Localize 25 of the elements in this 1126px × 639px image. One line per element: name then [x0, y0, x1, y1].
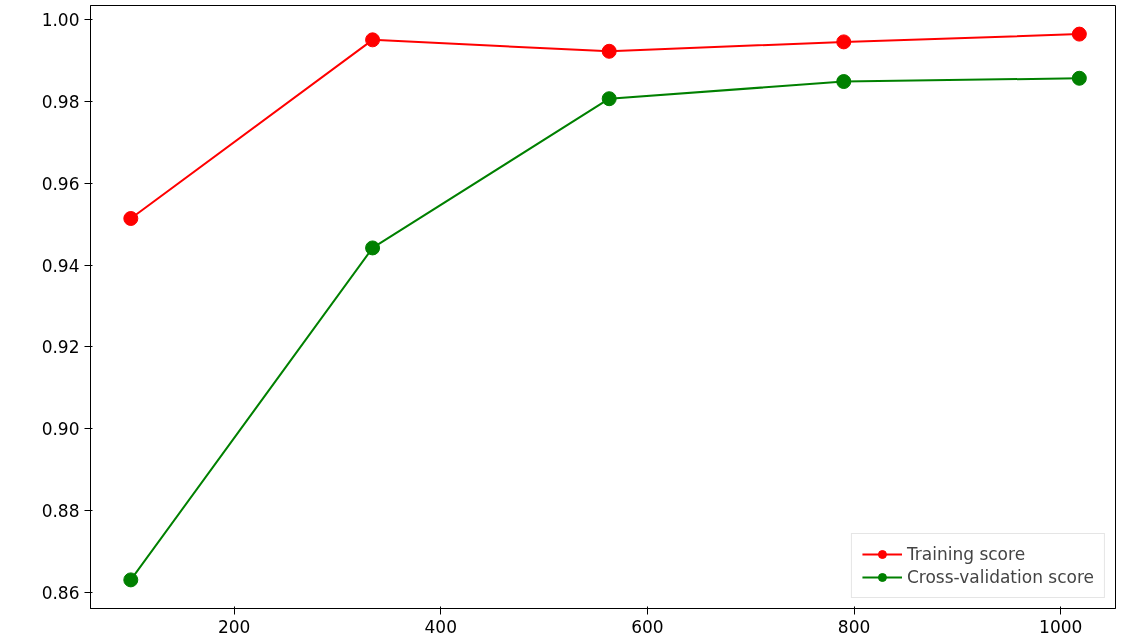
y-tick-label: 0.90	[41, 419, 80, 440]
point	[1071, 70, 1087, 86]
x-tick-label: 800	[837, 616, 871, 637]
point	[601, 91, 617, 107]
y-tick-label: 0.98	[41, 92, 80, 113]
point	[836, 74, 852, 90]
y-tick-label: 0.88	[41, 500, 80, 521]
x-tick-label: 1000	[1039, 616, 1083, 637]
x-tick-label: 200	[217, 616, 251, 637]
x-tick-label: 600	[631, 616, 664, 637]
legend-label: Training score	[906, 544, 1026, 564]
point	[123, 572, 139, 588]
point	[123, 211, 139, 226]
y-tick-label: 0.86	[41, 582, 80, 603]
y-tick-label: 0.94	[41, 255, 80, 276]
point	[836, 34, 852, 50]
legend-label: Cross-validation score	[906, 567, 1094, 587]
y-tick-label: 0.92	[41, 337, 80, 358]
point	[365, 240, 381, 256]
y-tick-label: 1.00	[41, 10, 80, 31]
x-tick-label: 400	[424, 616, 458, 637]
y-tick-label: 0.96	[41, 173, 80, 194]
point	[365, 32, 381, 48]
point	[1071, 26, 1087, 42]
point	[601, 43, 617, 59]
